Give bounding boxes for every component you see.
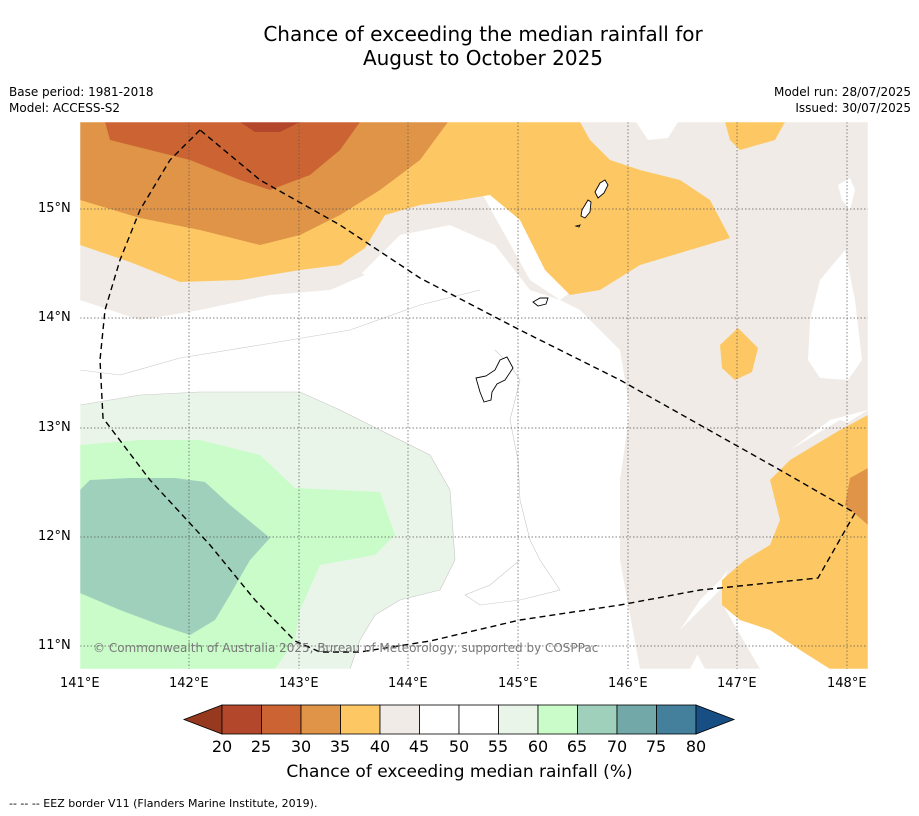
colorbar-tick-75: 75	[645, 737, 667, 756]
contour-20-25	[240, 122, 300, 132]
x-tick-148e: 148°E	[827, 676, 867, 691]
colorbar-segments	[182, 704, 736, 735]
island-aguijan	[574, 224, 581, 228]
colorbar-tick-55: 55	[487, 737, 509, 756]
colorbar-segment	[261, 704, 302, 735]
colorbar-segment	[340, 704, 381, 735]
colorbar-over-extend	[695, 704, 736, 735]
island-tinian	[580, 199, 592, 219]
model-label: Model: ACCESS-S2	[9, 101, 121, 115]
contour-35-40-patch	[720, 328, 758, 380]
island-saipan	[594, 179, 609, 199]
eez-border	[99, 129, 856, 653]
colorbar-under-extend	[182, 704, 223, 735]
colorbar-tick-30: 30	[290, 737, 312, 756]
model-run-label: Model run: 28/07/2025	[773, 85, 911, 99]
colorbar-title: Chance of exceeding median rainfall (%)	[286, 762, 633, 782]
contour-35-40-north	[80, 122, 730, 295]
colorbar-segment	[419, 704, 460, 735]
x-tick-142e: 142°E	[169, 676, 209, 691]
contour-45-55-east	[808, 250, 862, 380]
map-panel	[80, 122, 868, 669]
colorbar-segment	[458, 704, 499, 735]
map-title: Chance of exceeding the median rainfall …	[0, 22, 919, 70]
island-guam	[475, 356, 514, 403]
contour-30-35-east	[845, 468, 868, 525]
colorbar-tick-25: 25	[250, 737, 272, 756]
contour-45-55-small	[838, 178, 855, 210]
colorbar-tick-60: 60	[527, 737, 549, 756]
contour-35-40-northeast	[725, 122, 785, 150]
base-period-label: Base period: 1981-2018	[9, 85, 154, 99]
y-tick-14n: 14°N	[38, 310, 71, 325]
meta-right: Model run: 28/07/2025 Issued: 30/07/2025	[774, 84, 911, 116]
contour-40-45-east	[560, 170, 868, 669]
colorbar-segment	[498, 704, 539, 735]
colorbar-segment	[379, 704, 420, 735]
y-tick-15n: 15°N	[38, 201, 71, 216]
copyright-notice: © Commonwealth of Australia 2025, Bureau…	[93, 641, 599, 655]
colorbar-segment	[616, 704, 657, 735]
contour-lines	[80, 289, 561, 669]
y-tick-13n: 13°N	[38, 420, 71, 435]
issued-label: Issued: 30/07/2025	[795, 101, 911, 115]
colorbar-segment	[537, 704, 578, 735]
x-tick-143e: 143°E	[279, 676, 319, 691]
x-tick-146e: 146°E	[608, 676, 648, 691]
gridlines	[80, 122, 868, 669]
colorbar-tick-80: 80	[685, 737, 707, 756]
x-tick-145e: 145°E	[498, 676, 538, 691]
colorbar-tick-35: 35	[329, 737, 351, 756]
colorbar-tick-65: 65	[566, 737, 588, 756]
map-canvas	[80, 122, 868, 669]
eez-legend-note: -- -- -- EEZ border V11 (Flanders Marine…	[9, 797, 318, 810]
y-tick-11n: 11°N	[38, 638, 71, 653]
colorbar-segment	[656, 704, 697, 735]
colorbar-tick-40: 40	[369, 737, 391, 756]
colorbar-segment	[221, 704, 262, 735]
contour-40-45	[80, 122, 868, 669]
meta-left: Base period: 1981-2018 Model: ACCESS-S2	[9, 84, 154, 116]
title-line-2: August to October 2025	[362, 46, 604, 70]
contour-65-70	[80, 478, 270, 635]
colorbar-tick-45: 45	[408, 737, 430, 756]
colorbar	[182, 704, 736, 735]
title-line-1: Chance of exceeding the median rainfall …	[263, 22, 703, 46]
y-tick-12n: 12°N	[38, 529, 71, 544]
colorbar-segment	[577, 704, 618, 735]
contour-25-30	[105, 122, 360, 190]
x-tick-141e: 141°E	[60, 676, 100, 691]
colorbar-segment	[300, 704, 341, 735]
colorbar-tick-50: 50	[448, 737, 470, 756]
contour-45-55-north	[636, 122, 678, 140]
colorbar-tick-70: 70	[606, 737, 628, 756]
x-tick-144e: 144°E	[388, 676, 428, 691]
colorbar-tick-20: 20	[211, 737, 233, 756]
x-tick-147e: 147°E	[717, 676, 757, 691]
island-rota	[532, 297, 549, 307]
island-outlines	[475, 179, 609, 403]
contour-35-40-southeast	[722, 415, 868, 669]
